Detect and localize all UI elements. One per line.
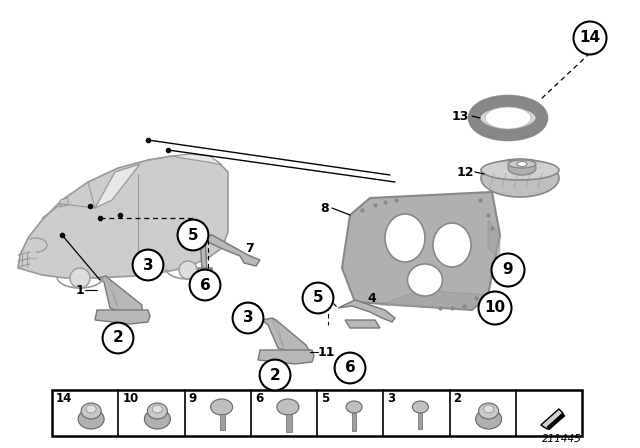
Polygon shape: [547, 413, 565, 430]
Ellipse shape: [408, 264, 442, 296]
Bar: [419, 413, 422, 429]
Text: 3: 3: [387, 392, 396, 405]
Text: 3: 3: [243, 310, 253, 326]
Ellipse shape: [573, 22, 607, 55]
Polygon shape: [95, 164, 140, 208]
Text: 7: 7: [246, 241, 254, 254]
Ellipse shape: [78, 409, 104, 429]
Ellipse shape: [492, 254, 525, 287]
Ellipse shape: [479, 403, 499, 419]
Text: 4: 4: [367, 292, 376, 305]
Polygon shape: [272, 318, 284, 348]
Ellipse shape: [189, 270, 220, 301]
Bar: [52, 390, 582, 436]
Polygon shape: [198, 268, 213, 278]
Circle shape: [179, 261, 197, 279]
Ellipse shape: [277, 399, 299, 415]
Polygon shape: [541, 409, 563, 429]
Text: 211445: 211445: [542, 434, 582, 444]
Ellipse shape: [474, 101, 542, 135]
Ellipse shape: [485, 107, 531, 129]
Ellipse shape: [481, 159, 559, 197]
Text: 14: 14: [579, 30, 600, 46]
Polygon shape: [380, 290, 488, 310]
Text: 13: 13: [451, 109, 468, 122]
Ellipse shape: [476, 409, 502, 429]
Ellipse shape: [232, 302, 264, 333]
Polygon shape: [172, 154, 222, 165]
Text: 6: 6: [255, 392, 263, 405]
Ellipse shape: [147, 403, 168, 419]
Text: 3: 3: [143, 258, 154, 272]
Ellipse shape: [433, 223, 471, 267]
Polygon shape: [200, 235, 260, 266]
Text: 2: 2: [454, 392, 461, 405]
Ellipse shape: [479, 292, 511, 324]
Ellipse shape: [211, 399, 232, 415]
Text: 10: 10: [122, 392, 138, 405]
Ellipse shape: [260, 360, 291, 390]
Ellipse shape: [517, 161, 527, 167]
Text: 1: 1: [76, 284, 84, 297]
Polygon shape: [342, 192, 500, 310]
Ellipse shape: [481, 160, 559, 180]
Polygon shape: [258, 350, 314, 364]
Text: 2: 2: [269, 367, 280, 383]
Polygon shape: [345, 320, 380, 328]
Text: 12: 12: [456, 165, 474, 178]
Ellipse shape: [81, 403, 101, 419]
Bar: [352, 413, 356, 431]
Ellipse shape: [508, 160, 536, 168]
Text: 5: 5: [313, 290, 323, 306]
Bar: [220, 414, 225, 430]
Ellipse shape: [152, 405, 163, 413]
Polygon shape: [200, 238, 207, 270]
Ellipse shape: [346, 401, 362, 413]
Ellipse shape: [303, 283, 333, 314]
Text: 5: 5: [321, 392, 329, 405]
Text: 6: 6: [200, 277, 211, 293]
Text: 11: 11: [318, 345, 335, 358]
Text: 9: 9: [502, 263, 513, 277]
Text: 6: 6: [344, 361, 355, 375]
Text: 5: 5: [188, 228, 198, 242]
Text: 9: 9: [189, 392, 196, 405]
Text: 10: 10: [484, 301, 506, 315]
Polygon shape: [18, 156, 228, 278]
Polygon shape: [106, 276, 118, 307]
Ellipse shape: [102, 323, 133, 353]
Text: 8: 8: [321, 202, 330, 215]
Ellipse shape: [132, 250, 163, 280]
Text: 14: 14: [56, 392, 72, 405]
Text: 2: 2: [113, 331, 124, 345]
Polygon shape: [338, 300, 395, 322]
Ellipse shape: [385, 214, 425, 262]
Ellipse shape: [145, 409, 170, 429]
Ellipse shape: [86, 405, 96, 413]
Ellipse shape: [412, 401, 428, 413]
Ellipse shape: [508, 161, 536, 175]
Polygon shape: [60, 198, 68, 207]
Ellipse shape: [178, 220, 209, 250]
Circle shape: [70, 268, 90, 288]
Polygon shape: [95, 310, 150, 324]
Ellipse shape: [335, 353, 365, 383]
Ellipse shape: [484, 405, 493, 413]
Bar: [286, 414, 292, 432]
Polygon shape: [488, 220, 500, 260]
Polygon shape: [262, 318, 310, 356]
Polygon shape: [98, 276, 142, 315]
